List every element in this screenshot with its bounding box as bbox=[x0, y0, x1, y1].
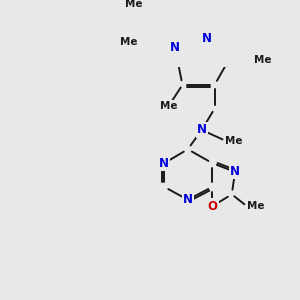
Text: N: N bbox=[183, 193, 193, 206]
Text: Me: Me bbox=[125, 0, 143, 9]
Text: Me: Me bbox=[120, 37, 137, 47]
Text: N: N bbox=[197, 124, 207, 136]
Text: Me: Me bbox=[225, 136, 243, 146]
Text: Me: Me bbox=[160, 101, 177, 111]
Text: O: O bbox=[208, 200, 218, 213]
Text: N: N bbox=[202, 32, 212, 45]
Text: N: N bbox=[230, 165, 240, 178]
Text: N: N bbox=[159, 157, 169, 170]
Text: Me: Me bbox=[254, 55, 272, 65]
Text: N: N bbox=[170, 41, 180, 54]
Text: Me: Me bbox=[247, 201, 264, 211]
